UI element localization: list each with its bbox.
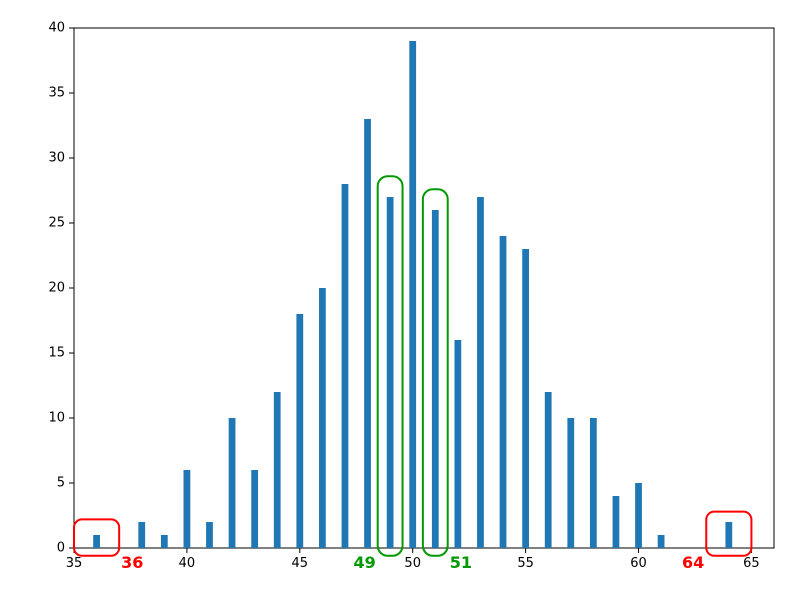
bar — [206, 522, 213, 548]
bar — [342, 184, 349, 548]
bar — [184, 470, 191, 548]
bar — [590, 418, 597, 548]
bar — [274, 392, 281, 548]
bar — [251, 470, 258, 548]
y-tick-label: 10 — [48, 411, 65, 426]
callout-49-label: 49 — [353, 553, 375, 572]
y-tick-label: 40 — [48, 21, 65, 36]
bar — [454, 340, 461, 548]
y-tick-label: 5 — [57, 476, 65, 491]
x-tick-label: 60 — [630, 556, 647, 571]
bar — [432, 210, 439, 548]
x-tick-label: 50 — [404, 556, 421, 571]
x-tick-label: 55 — [517, 556, 534, 571]
x-tick-label: 35 — [66, 556, 83, 571]
x-tick-label: 40 — [179, 556, 196, 571]
bar — [477, 197, 484, 548]
bar — [522, 249, 529, 548]
bar — [725, 522, 732, 548]
y-tick-label: 15 — [48, 346, 65, 361]
chart-container: 0 5 10 15 20 25 30 35 40 35 40 45 50 55 60 65 36 64 49 51 — [0, 0, 808, 608]
bar — [658, 535, 665, 548]
callout-36-label: 36 — [121, 553, 143, 572]
bar-chart: 0 5 10 15 20 25 30 35 40 35 40 45 50 55 60 65 36 64 49 51 — [0, 0, 808, 608]
callout-64-label: 64 — [682, 553, 704, 572]
bar — [319, 288, 326, 548]
callout-51-label: 51 — [450, 553, 472, 572]
y-tick-label: 0 — [57, 541, 65, 556]
bar — [545, 392, 552, 548]
bar — [161, 535, 168, 548]
bar — [613, 496, 620, 548]
y-tick-label: 25 — [48, 216, 65, 231]
x-tick-label: 45 — [292, 556, 309, 571]
bar — [364, 119, 371, 548]
y-tick-label: 30 — [48, 151, 65, 166]
y-tick-label: 20 — [48, 281, 65, 296]
chart-bg — [0, 0, 808, 608]
bar — [229, 418, 236, 548]
bar — [635, 483, 642, 548]
bar — [93, 535, 100, 548]
bar — [296, 314, 303, 548]
x-tick-label: 65 — [743, 556, 760, 571]
bar — [138, 522, 145, 548]
bar — [387, 197, 394, 548]
bar — [409, 41, 416, 548]
bar — [567, 418, 574, 548]
bar — [500, 236, 507, 548]
y-tick-label: 35 — [48, 86, 65, 101]
